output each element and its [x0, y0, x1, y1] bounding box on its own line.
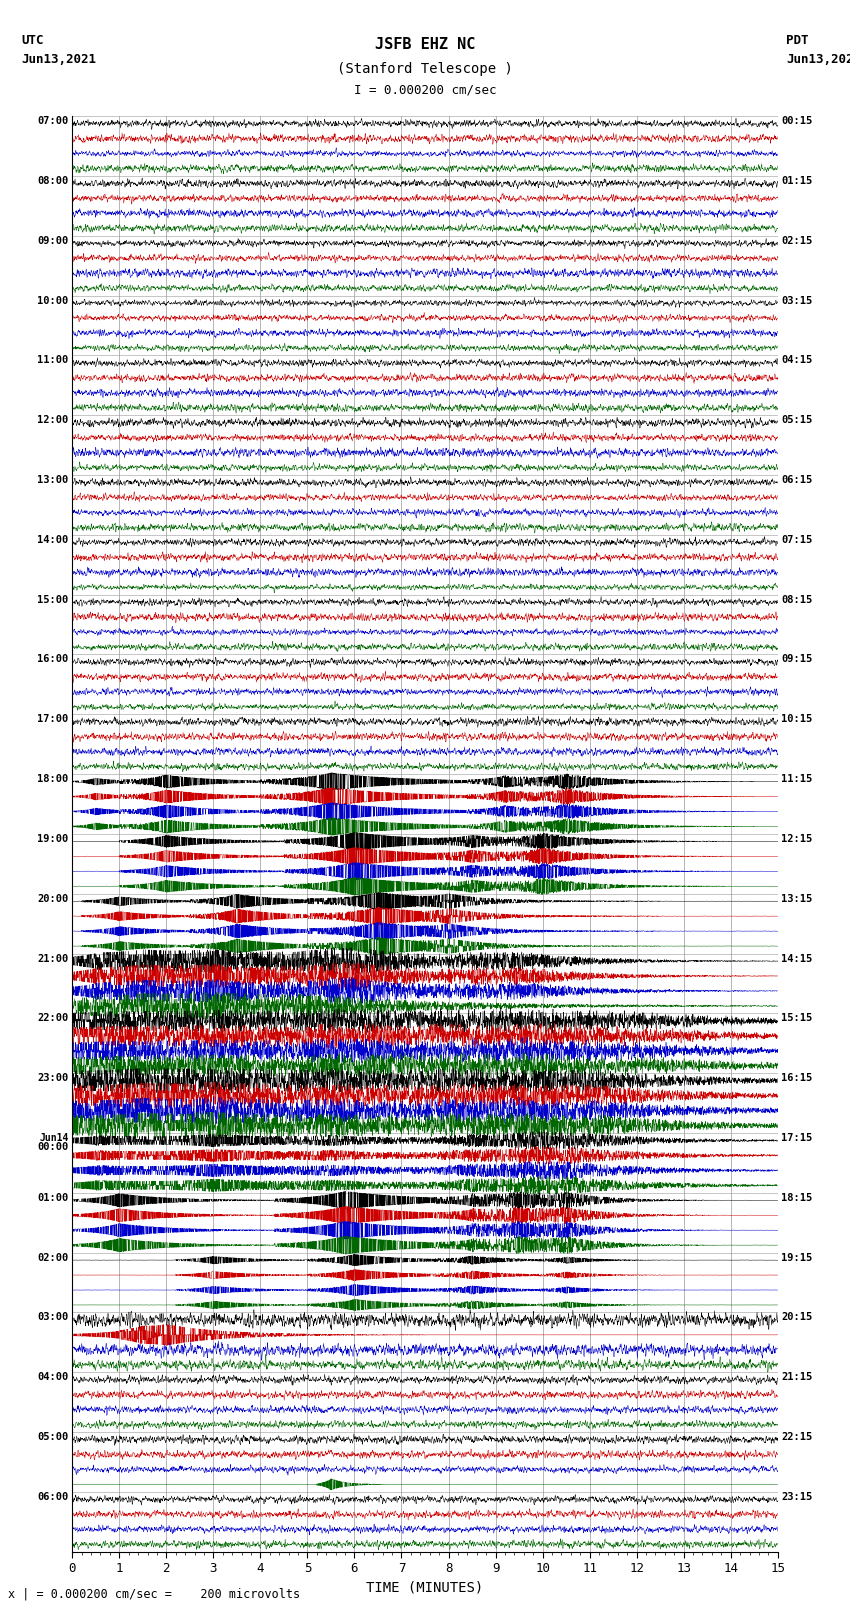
Text: 13:00: 13:00: [37, 474, 69, 486]
Text: 03:00: 03:00: [37, 1313, 69, 1323]
Text: (Stanford Telescope ): (Stanford Telescope ): [337, 61, 513, 76]
Text: x | = 0.000200 cm/sec =    200 microvolts: x | = 0.000200 cm/sec = 200 microvolts: [8, 1587, 301, 1600]
Text: I = 0.000200 cm/sec: I = 0.000200 cm/sec: [354, 84, 496, 97]
Text: 19:15: 19:15: [781, 1253, 813, 1263]
Text: 08:00: 08:00: [37, 176, 69, 185]
X-axis label: TIME (MINUTES): TIME (MINUTES): [366, 1581, 484, 1595]
Text: JSFB EHZ NC: JSFB EHZ NC: [375, 37, 475, 52]
Text: 21:15: 21:15: [781, 1373, 813, 1382]
Text: 18:00: 18:00: [37, 774, 69, 784]
Text: 15:00: 15:00: [37, 595, 69, 605]
Text: 09:00: 09:00: [37, 235, 69, 245]
Text: UTC: UTC: [21, 34, 43, 47]
Text: 23:15: 23:15: [781, 1492, 813, 1502]
Text: 04:00: 04:00: [37, 1373, 69, 1382]
Text: 01:00: 01:00: [37, 1194, 69, 1203]
Text: 06:15: 06:15: [781, 474, 813, 486]
Text: 20:00: 20:00: [37, 894, 69, 903]
Text: 20:15: 20:15: [781, 1313, 813, 1323]
Text: Jun14: Jun14: [39, 1132, 69, 1144]
Text: 12:00: 12:00: [37, 415, 69, 426]
Text: 21:00: 21:00: [37, 953, 69, 963]
Text: 04:15: 04:15: [781, 355, 813, 366]
Text: Jun13,2021: Jun13,2021: [21, 53, 96, 66]
Text: 14:15: 14:15: [781, 953, 813, 963]
Text: 07:00: 07:00: [37, 116, 69, 126]
Text: 15:15: 15:15: [781, 1013, 813, 1023]
Text: 05:15: 05:15: [781, 415, 813, 426]
Text: 19:00: 19:00: [37, 834, 69, 844]
Text: 17:00: 17:00: [37, 715, 69, 724]
Text: 03:15: 03:15: [781, 295, 813, 305]
Text: 05:00: 05:00: [37, 1432, 69, 1442]
Text: Jun13,2021: Jun13,2021: [786, 53, 850, 66]
Text: 06:00: 06:00: [37, 1492, 69, 1502]
Text: 10:15: 10:15: [781, 715, 813, 724]
Text: PDT: PDT: [786, 34, 808, 47]
Text: 02:00: 02:00: [37, 1253, 69, 1263]
Text: 02:15: 02:15: [781, 235, 813, 245]
Text: 18:15: 18:15: [781, 1194, 813, 1203]
Text: 12:15: 12:15: [781, 834, 813, 844]
Text: 11:15: 11:15: [781, 774, 813, 784]
Text: 23:00: 23:00: [37, 1073, 69, 1084]
Text: 17:15: 17:15: [781, 1132, 813, 1144]
Text: 11:00: 11:00: [37, 355, 69, 366]
Text: 01:15: 01:15: [781, 176, 813, 185]
Text: 16:00: 16:00: [37, 655, 69, 665]
Text: 16:15: 16:15: [781, 1073, 813, 1084]
Text: 09:15: 09:15: [781, 655, 813, 665]
Text: 08:15: 08:15: [781, 595, 813, 605]
Text: 14:00: 14:00: [37, 536, 69, 545]
Text: 13:15: 13:15: [781, 894, 813, 903]
Text: 00:00: 00:00: [37, 1142, 69, 1152]
Text: 00:15: 00:15: [781, 116, 813, 126]
Text: 22:15: 22:15: [781, 1432, 813, 1442]
Text: 22:00: 22:00: [37, 1013, 69, 1023]
Text: 10:00: 10:00: [37, 295, 69, 305]
Text: 07:15: 07:15: [781, 536, 813, 545]
